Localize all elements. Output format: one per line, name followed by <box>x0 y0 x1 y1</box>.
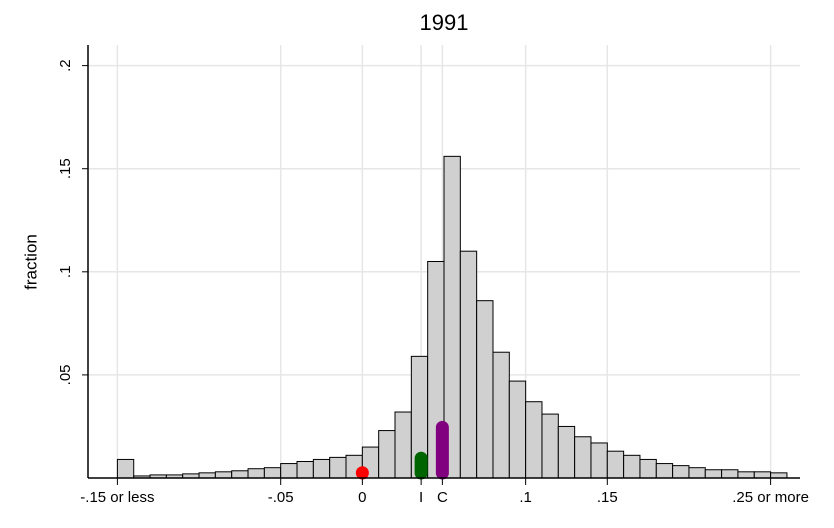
x-tick-label: .25 or more <box>732 489 809 506</box>
bar <box>557 425 576 479</box>
bar <box>492 351 510 479</box>
x-tick-label: .15 <box>597 489 618 506</box>
bar <box>247 468 265 479</box>
bar <box>525 401 543 479</box>
bar <box>590 442 608 479</box>
bar <box>623 454 641 479</box>
x-tick-label: -.15 or less <box>80 489 154 506</box>
x-tick-label: -.05 <box>268 489 294 506</box>
bar <box>312 458 331 479</box>
x-tick-label: C <box>437 489 448 506</box>
bar <box>231 470 249 479</box>
bar <box>508 380 527 479</box>
x-tick-label: 0 <box>358 489 366 506</box>
chart-title: 1991 <box>420 10 469 35</box>
bar <box>541 413 559 479</box>
bar <box>737 471 755 479</box>
bar <box>263 467 282 479</box>
y-tick-label: .15 <box>57 158 74 179</box>
bar <box>655 463 674 479</box>
bar <box>116 458 135 479</box>
bar <box>394 411 412 479</box>
bar <box>459 250 478 479</box>
x-tick-label: .1 <box>519 489 532 506</box>
bar <box>214 471 233 479</box>
bar <box>639 458 657 479</box>
bar <box>688 467 706 479</box>
bar <box>296 461 314 479</box>
bar <box>476 300 494 479</box>
y-tick-label: .05 <box>57 364 74 385</box>
bar <box>378 430 396 479</box>
bar <box>704 469 723 479</box>
bar <box>770 472 788 479</box>
bar <box>280 463 298 479</box>
y-tick-label: .1 <box>57 266 74 279</box>
bar <box>329 456 347 479</box>
bar <box>198 472 216 479</box>
y-tick-label: .2 <box>57 59 74 72</box>
x-tick-label: I <box>419 489 423 506</box>
bar <box>753 471 772 479</box>
bar <box>606 450 625 479</box>
bar <box>721 469 739 479</box>
bar <box>672 465 690 479</box>
bar <box>574 436 592 479</box>
y-axis-label: fraction <box>21 234 40 290</box>
